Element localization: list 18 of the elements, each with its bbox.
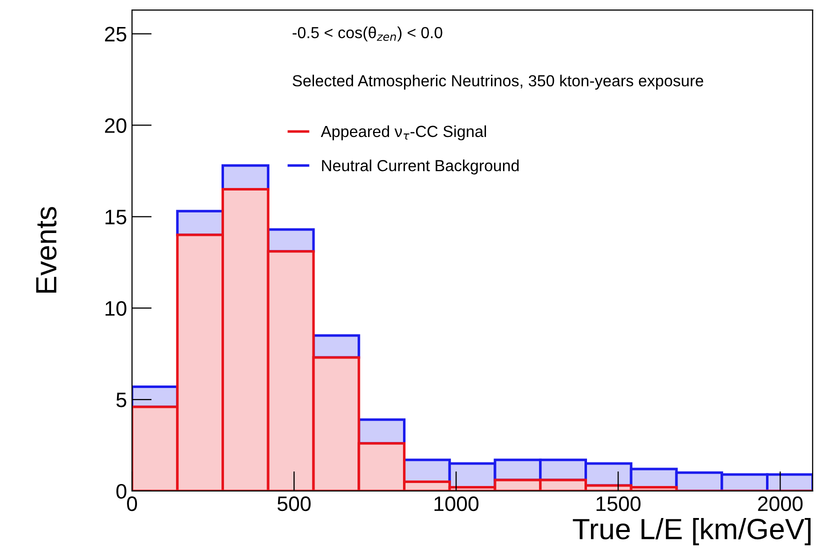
y-tick-label: 5 xyxy=(116,392,126,408)
x-tick-label: 1000 xyxy=(434,496,478,512)
x-tick-label: 500 xyxy=(278,496,311,512)
bar xyxy=(222,164,270,190)
y-tick-label: 20 xyxy=(105,118,126,133)
legend-label: Appeared ν$_{τ}$-CC Signal xyxy=(320,125,486,140)
y-tick-label: 10 xyxy=(106,301,126,316)
x-tick-label: 0 xyxy=(127,496,137,512)
annotation: Selected Atmospheric Neutrinos, 350 kton-years exposure xyxy=(292,74,704,90)
x-tick-label: 2000 xyxy=(758,496,803,512)
annotation: -0.5 < cos(θ$_{zen}$) < 0.0 xyxy=(292,26,442,42)
x-tick-label: 1500 xyxy=(596,496,641,512)
y-tick-label: 0 xyxy=(116,484,126,499)
y-axis-title: Events xyxy=(36,206,57,293)
y-tick-label: 25 xyxy=(105,26,126,42)
legend-label: Neutral Current Background xyxy=(322,160,519,174)
x-axis-title: True L/E [km/GeV] xyxy=(572,518,811,546)
y-tick-label: 15 xyxy=(106,210,126,224)
